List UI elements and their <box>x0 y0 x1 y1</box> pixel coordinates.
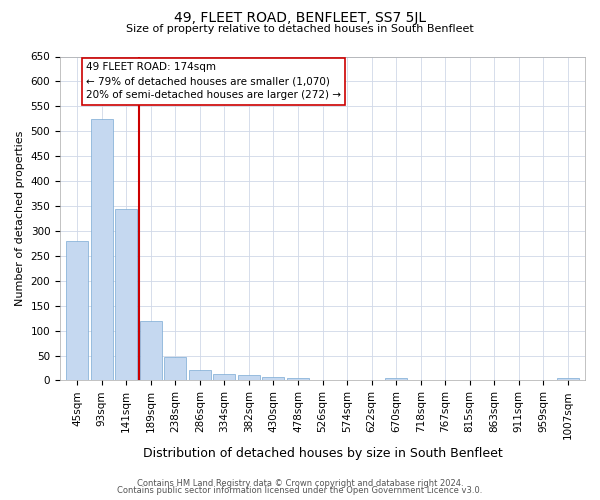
Bar <box>262 377 284 380</box>
Text: Size of property relative to detached houses in South Benfleet: Size of property relative to detached ho… <box>126 24 474 34</box>
Bar <box>287 378 309 380</box>
Text: 49 FLEET ROAD: 174sqm
← 79% of detached houses are smaller (1,070)
20% of semi-d: 49 FLEET ROAD: 174sqm ← 79% of detached … <box>86 62 341 100</box>
Bar <box>557 378 579 380</box>
Text: Contains public sector information licensed under the Open Government Licence v3: Contains public sector information licen… <box>118 486 482 495</box>
Text: Contains HM Land Registry data © Crown copyright and database right 2024.: Contains HM Land Registry data © Crown c… <box>137 478 463 488</box>
Bar <box>385 378 407 380</box>
Bar <box>115 208 137 380</box>
Bar <box>189 370 211 380</box>
Bar <box>164 357 187 380</box>
X-axis label: Distribution of detached houses by size in South Benfleet: Distribution of detached houses by size … <box>143 447 502 460</box>
Bar <box>91 119 113 380</box>
Bar <box>140 320 162 380</box>
Bar <box>238 376 260 380</box>
Bar <box>66 241 88 380</box>
Text: 49, FLEET ROAD, BENFLEET, SS7 5JL: 49, FLEET ROAD, BENFLEET, SS7 5JL <box>174 11 426 25</box>
Bar <box>214 374 235 380</box>
Y-axis label: Number of detached properties: Number of detached properties <box>15 131 25 306</box>
